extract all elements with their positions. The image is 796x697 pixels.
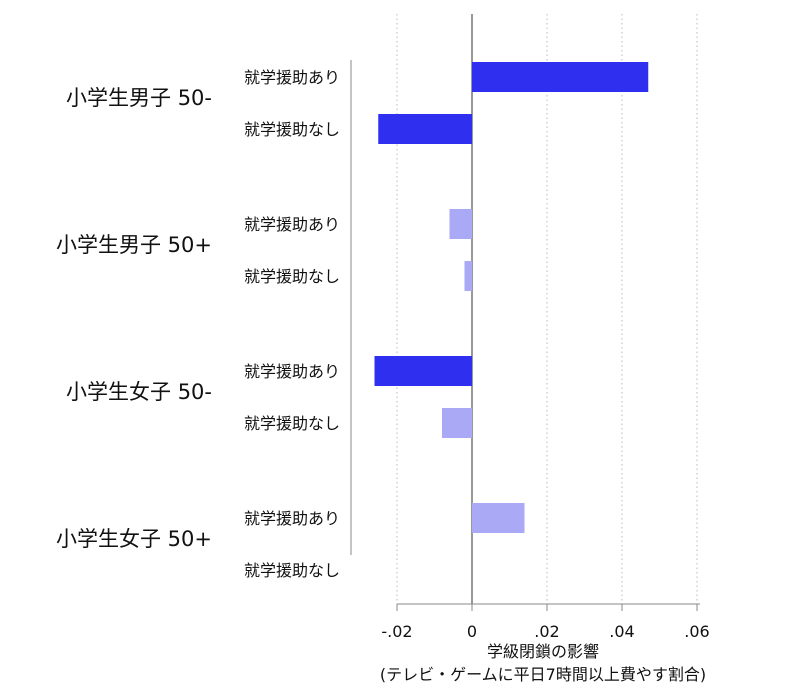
x-axis-label: 学級閉鎖の影響 xyxy=(487,642,599,661)
bar xyxy=(449,209,472,239)
x-ticks: -.02 0 .02 .04 .06 xyxy=(381,604,710,641)
bar xyxy=(378,114,472,144)
bar xyxy=(374,356,472,386)
bar xyxy=(472,503,525,533)
x-tick-label: .06 xyxy=(684,622,709,641)
group-label: 小学生男子 50- xyxy=(66,86,212,110)
bar-label: 就学援助なし xyxy=(244,561,340,580)
group-label: 小学生男子 50+ xyxy=(56,233,212,257)
x-tick-label: 0 xyxy=(467,622,477,641)
bar xyxy=(464,261,472,291)
x-tick-label: -.02 xyxy=(381,622,412,641)
bar-label: 就学援助なし xyxy=(244,267,340,286)
bar xyxy=(472,62,649,92)
group-label: 小学生女子 50- xyxy=(66,380,212,404)
group-label: 小学生女子 50+ xyxy=(56,527,212,551)
bar-label: 就学援助あり xyxy=(244,68,340,87)
bars xyxy=(374,62,649,533)
x-tick-label: .04 xyxy=(609,622,634,641)
bar xyxy=(442,408,472,438)
x-tick-label: .02 xyxy=(534,622,559,641)
gridlines xyxy=(396,14,698,604)
bar-label: 就学援助なし xyxy=(244,120,340,139)
bar-label: 就学援助あり xyxy=(244,509,340,528)
bar-label: 就学援助あり xyxy=(244,215,340,234)
bar-label: 就学援助あり xyxy=(244,362,340,381)
bar-label: 就学援助なし xyxy=(244,414,340,433)
x-axis-label-line2: (テレビ・ゲームに平日7時間以上費やす割合) xyxy=(380,665,706,684)
